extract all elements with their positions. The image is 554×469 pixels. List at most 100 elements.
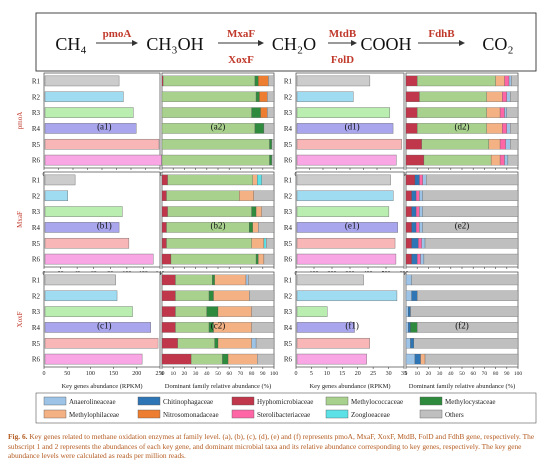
enzyme-label-0: pmoA — [103, 28, 132, 40]
reaction-arrowhead-3 — [459, 40, 465, 46]
segment-a2-R5-others — [271, 139, 275, 150]
segment-d2-R4-methylophilaceae — [486, 123, 503, 134]
bar-e1-R4 — [296, 222, 398, 233]
segment-e2-R3-others — [422, 206, 519, 217]
enzyme-label-2: MtdB — [329, 28, 357, 40]
tick-label-c2-10: 100 — [270, 371, 279, 377]
segment-f2-R6-methylophilaceae — [420, 353, 426, 365]
segment-b2-R4-hyphomicrobiaceae — [161, 222, 167, 233]
segment-b2-R5-methylococcaceae — [166, 238, 252, 249]
segment-a2-R2-others — [267, 91, 275, 102]
segment-d2-R3-sterolibacteriaceae — [499, 107, 505, 118]
segment-f2-R6-chitinophagaceae — [414, 353, 421, 365]
segment-d2-R5-anaerolineaceae — [505, 139, 511, 150]
segment-d2-R5-hyphomicrobiaceae — [405, 139, 422, 150]
compound-3: COOH — [360, 34, 411, 54]
row-label-a1-5: R6 — [32, 157, 41, 165]
segment-e2-R5-hyphomicrobiaceae — [405, 238, 412, 249]
legend-label-chitinophagaceae: Chitinophagaceae — [163, 398, 213, 406]
tick-label-f1-0: 0 — [295, 371, 298, 377]
axis-title-abundance-right: Key genes abundance (RPKM) — [309, 383, 390, 390]
segment-c2-R3-methylocystaceae — [206, 306, 219, 317]
tick-label-f2-10: 100 — [514, 371, 523, 377]
legend-label-methylocystaceae: Methylocystaceae — [445, 398, 496, 406]
segment-e2-R3-sterolibacteriaceae — [415, 206, 420, 217]
axis-title-family-left: Dominant family relative abundance (%) — [165, 383, 272, 390]
segment-d2-R1-sterolibacteriaceae — [504, 75, 510, 87]
bar-e1-R3 — [296, 206, 390, 217]
segment-c2-R5-methylophilaceae — [217, 338, 252, 349]
panel-label-b1: (b1) — [97, 221, 112, 231]
segment-c2-R4-methylococcaceae — [175, 322, 210, 333]
enzyme-label-lower-1: XoxF — [228, 54, 254, 66]
tick-label-f2-5: 50 — [459, 371, 465, 377]
legend-swatch-others — [419, 409, 443, 419]
panel-d1-frame — [295, 72, 405, 169]
compound-1: CH₃OH — [146, 34, 203, 54]
segment-e2-R5-anaerolineaceae — [421, 238, 426, 249]
segment-c2-R1-methylophilaceae — [214, 274, 247, 286]
row-label-e1-0: R1 — [284, 176, 293, 184]
segment-f2-R2-chitinophagaceae — [411, 290, 418, 301]
segment-c2-R2-methylophilaceae — [213, 290, 250, 301]
segment-e2-R6-anaerolineaceae — [420, 253, 425, 265]
tick-label-f2-2: 20 — [426, 371, 432, 377]
figure-caption: Fig. 6. Key genes related to methane oxi… — [8, 432, 548, 461]
row-label-a1-1: R2 — [32, 93, 41, 101]
segment-b2-R2-methylophilaceae — [239, 190, 254, 201]
segment-e2-R4-hyphomicrobiaceae — [405, 222, 412, 233]
row-label-e1-1: R2 — [284, 192, 293, 200]
reaction-arrowhead-1 — [258, 40, 264, 46]
segment-c2-R6-methylocystaceae — [222, 353, 229, 365]
segment-e2-R6-chitinophagaceae — [411, 253, 418, 265]
reaction-arrowhead-2 — [351, 40, 357, 46]
segment-d2-R1-methylophilaceae — [495, 75, 505, 87]
row-label-e1-5: R6 — [284, 256, 293, 264]
segment-b2-R1-hyphomicrobiaceae — [161, 174, 168, 186]
bar-a1-R6 — [44, 154, 163, 166]
segment-a2-R2-methylococcaceae — [161, 91, 257, 102]
segment-f2-R5-chitinophagaceae — [410, 338, 414, 349]
segment-a2-R3-methylococcaceae — [161, 107, 252, 118]
row-label-b1-5: R6 — [32, 256, 41, 264]
bar-a1-R1 — [44, 75, 120, 87]
bar-e1-R1 — [296, 174, 391, 186]
bar-b1-R6 — [44, 253, 154, 265]
legend-label-methylococcaceae: Methylococcaceae — [351, 398, 403, 406]
segment-d2-R6-anaerolineaceae — [504, 154, 509, 166]
tick-label-c2-4: 40 — [204, 371, 210, 377]
segment-c2-R2-hyphomicrobiaceae — [161, 290, 176, 301]
bar-e1-R2 — [296, 190, 394, 202]
segment-a2-R5-methylocystaceae — [269, 139, 272, 150]
segment-f2-R6-others — [424, 353, 519, 365]
row-label-b1-1: R2 — [32, 192, 41, 200]
bar-f1-R3 — [296, 306, 328, 317]
row-label-f1-4: R5 — [284, 340, 293, 348]
segment-d2-R1-hyphomicrobiaceae — [405, 75, 418, 87]
panel-c1-frame — [43, 271, 161, 368]
legend-swatch-anaerolineaceae — [43, 396, 67, 406]
segment-c2-R6-hyphomicrobiaceae — [161, 353, 192, 365]
segment-e2-R3-hyphomicrobiaceae — [405, 206, 412, 217]
tick-label-c2-0: 0 — [161, 371, 164, 377]
segment-d2-R4-anaerolineaceae — [506, 123, 511, 134]
tick-label-f1-4: 20 — [355, 371, 361, 377]
segment-d2-R5-methylophilaceae — [488, 139, 501, 150]
segment-d2-R2-hyphomicrobiaceae — [405, 91, 420, 102]
segment-a2-R1-hyphomicrobiaceae — [161, 75, 164, 87]
segment-c2-R3-hyphomicrobiaceae — [161, 306, 176, 317]
bar-b1-R2 — [44, 190, 68, 202]
segment-b2-R5-others — [266, 238, 275, 249]
bar-d1-R3 — [296, 107, 390, 118]
panel-e2-frame — [405, 171, 519, 268]
segment-b2-R5-zoogloeaceae — [263, 238, 267, 249]
segment-c2-R5-others — [255, 338, 275, 349]
row-label-c1-0: R1 — [32, 276, 41, 284]
reaction-arrowhead-0 — [132, 40, 138, 46]
bar-c1-R5 — [44, 337, 159, 349]
caption-label: Fig. 6. — [8, 432, 28, 441]
bar-a1-R5 — [44, 138, 160, 150]
segment-d2-R6-methylococcaceae — [423, 154, 492, 166]
segment-d2-R6-methylophilaceae — [490, 154, 501, 166]
tick-label-f1-3: 15 — [339, 371, 345, 377]
